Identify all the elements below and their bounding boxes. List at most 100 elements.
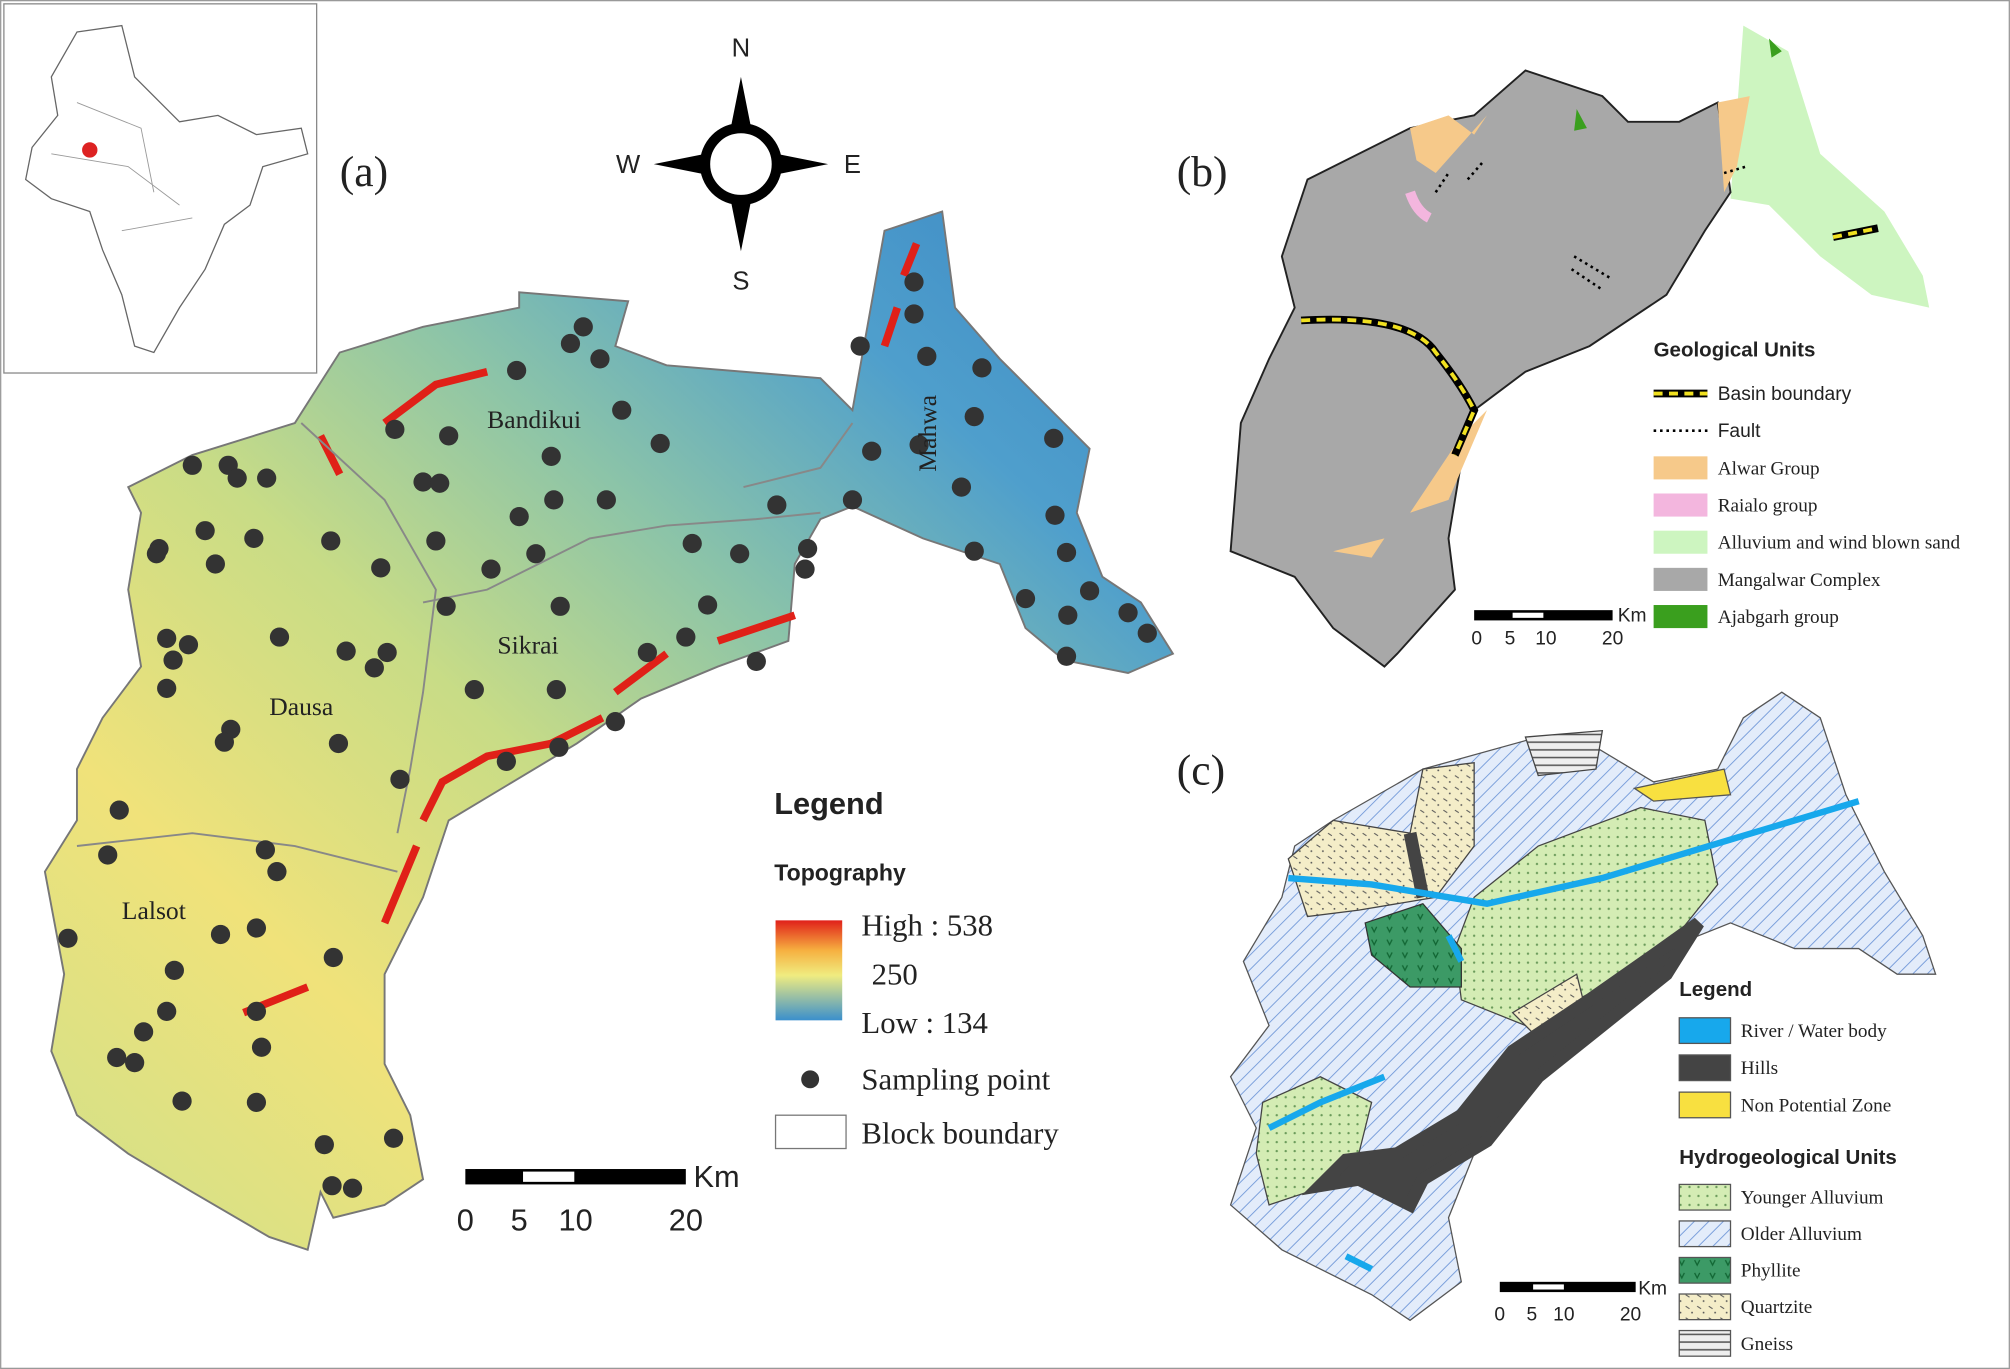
legend-swatch: [1678, 1091, 1732, 1119]
ramp-label: Low : 134: [861, 1006, 987, 1040]
sampling-point: [146, 544, 167, 564]
scale-label: 10: [1553, 1304, 1574, 1325]
sampling-point: [323, 947, 343, 968]
basin-boundary: [1300, 226, 1879, 456]
legend-item: Block boundary: [861, 1116, 1059, 1150]
block-name: Sikrai: [497, 631, 558, 660]
sampling-point: [321, 531, 341, 551]
panel-c: (c) Legend Hydrogeological Units River /…: [1177, 691, 1937, 1357]
legend-item: River / Water body: [1741, 1021, 1887, 1042]
sampling-point: [157, 1001, 177, 1021]
sampling-point: [269, 627, 290, 647]
block-name: Dausa: [269, 692, 334, 721]
sampling-point: [257, 468, 277, 488]
legend-item: Older Alluvium: [1741, 1224, 1862, 1245]
sampling-point: [1058, 605, 1078, 625]
sampling-point: [797, 539, 818, 559]
scale-unit: Km: [694, 1159, 740, 1194]
compass-e: E: [844, 151, 861, 179]
sampling-point: [172, 1091, 192, 1111]
sampling-point: [730, 544, 750, 564]
compass-w: W: [616, 151, 641, 179]
sampling-point: [509, 506, 529, 527]
sampling-point: [972, 358, 992, 378]
scale-label: 20: [669, 1203, 703, 1238]
sampling-point: [58, 928, 78, 948]
legend-item: Mangalwar Complex: [1718, 570, 1881, 591]
sampling-point: [909, 435, 929, 455]
panel-label: (a): [340, 148, 388, 196]
sampling-point: [430, 473, 450, 493]
scale-label: 5: [1526, 1304, 1537, 1325]
panel-label: (b): [1177, 148, 1228, 196]
sampling-point: [336, 641, 356, 661]
inset-map: [3, 3, 318, 374]
legend-swatch: [1678, 1329, 1732, 1357]
sampling-point: [342, 1178, 363, 1198]
sampling-point: [544, 490, 564, 510]
sampling-point: [244, 528, 264, 548]
legend-item: Hills: [1741, 1058, 1778, 1079]
scale-label: 5: [511, 1203, 528, 1238]
sampling-point: [377, 642, 397, 663]
ramp-label: 250: [872, 957, 918, 991]
scale-bar: Km 0 5 10 20: [1494, 1279, 1667, 1326]
panel-b: (b) Geological Units Basin boundary Fault…: [1177, 25, 1960, 668]
sampling-point: [650, 433, 670, 454]
scale-bar: Km 0 5 10 20: [457, 1159, 740, 1238]
sampling-point: [439, 426, 459, 446]
sampling-point: [767, 495, 787, 515]
sampling-point: [267, 862, 287, 882]
sampling-point: [1056, 646, 1077, 666]
river: [1267, 798, 1860, 1272]
legend-swatch: [1678, 1054, 1732, 1082]
block-boundary: [76, 422, 854, 873]
sampling-point: [426, 531, 446, 551]
sampling-point: [210, 924, 231, 945]
sampling-point: [390, 769, 410, 789]
legend-item: Non Potential Zone: [1741, 1095, 1892, 1116]
sampling-point: [541, 446, 561, 466]
hills: [1301, 831, 1704, 1214]
sampling-point: [637, 642, 657, 663]
sampling-point: [1137, 623, 1157, 643]
sampling-point: [107, 1047, 127, 1068]
sampling-point: [612, 400, 632, 420]
legend-item: Fault: [1718, 421, 1761, 442]
legend-item: Quartzite: [1741, 1297, 1813, 1318]
legend-swatch: [1653, 567, 1708, 591]
sampling-point: [246, 1001, 267, 1021]
topography-map: [43, 210, 1175, 1252]
legend-swatch: [801, 1070, 820, 1089]
legend-item: Sampling point: [861, 1063, 1050, 1097]
sampling-point: [133, 1022, 154, 1042]
legend-swatch: [1678, 1293, 1732, 1321]
legend-swatch: [1678, 1183, 1732, 1211]
sampling-point: [436, 596, 456, 616]
legend-item: Ajabgarh group: [1718, 607, 1839, 628]
legend-title: Geological Units: [1654, 338, 1816, 361]
sampling-point: [164, 960, 184, 980]
sampling-point: [98, 845, 118, 865]
block-name: Mahwa: [913, 394, 942, 471]
legend-heading: Topography: [774, 860, 906, 886]
sampling-point: [1015, 589, 1036, 609]
sampling-point: [1079, 581, 1100, 601]
legend: River / Water body Hills Non Potential Zon…: [1678, 1017, 1892, 1357]
sampling-point: [157, 628, 177, 648]
sampling-point: [904, 272, 924, 292]
sampling-point: [413, 472, 433, 492]
legend-item: Younger Alluvium: [1741, 1188, 1884, 1209]
alluvium: [1730, 25, 1930, 308]
sampling-point: [385, 419, 405, 440]
sampling-point: [917, 346, 937, 366]
scale-label: 10: [558, 1203, 592, 1238]
block-name: Lalsot: [122, 896, 186, 925]
sampling-point: [951, 477, 972, 497]
scale-label: 5: [1505, 629, 1516, 650]
sampling-point: [560, 333, 581, 354]
non-potential-zone: [1632, 768, 1732, 802]
scale-label: 0: [1471, 629, 1482, 650]
